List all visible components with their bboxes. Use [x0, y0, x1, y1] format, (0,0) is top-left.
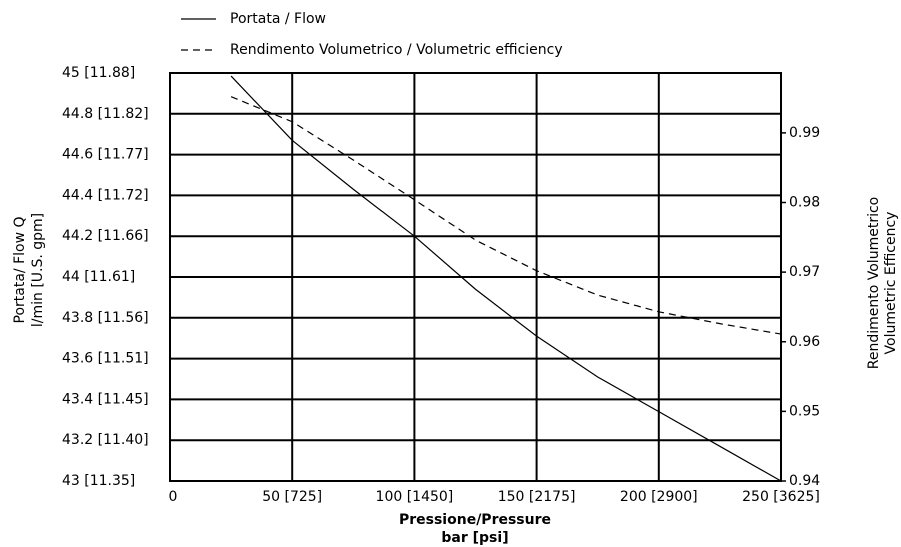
x-axis-label: Pressione/Pressure — [399, 512, 551, 528]
y-tick-label: 43.2 [11.40] — [62, 432, 149, 448]
y2-tick-label: 0.98 — [789, 195, 820, 211]
x-tick-label: 150 [2175] — [498, 489, 576, 505]
plot-frame — [169, 72, 782, 482]
y-tick-label: 44.4 [11.72] — [62, 187, 149, 203]
legend-label: Portata / Flow — [230, 11, 326, 27]
y-tick-label: 43 [11.35] — [62, 473, 135, 489]
x-tick-label: 250 [3625] — [742, 489, 820, 505]
y2-tick-label: 0.99 — [789, 125, 820, 141]
y-tick-label: 44.2 [11.66] — [62, 228, 149, 244]
y-axis-label: Portata/ Flow Q — [12, 217, 28, 324]
y-tick-label: 44 [11.61] — [62, 269, 135, 285]
series-line — [230, 96, 782, 335]
y2-axis-label: Volumetric Efficency — [883, 212, 899, 355]
y-tick-label: 43.6 [11.51] — [62, 351, 149, 367]
x-axis-label: bar [psi] — [441, 530, 508, 546]
x-tick-label: 100 [1450] — [376, 489, 454, 505]
x-tick-label: 0 — [169, 489, 178, 505]
y-axis-label: l/min [U.S. gpm] — [30, 213, 46, 327]
y-tick-label: 45 [11.88] — [62, 65, 135, 81]
y-tick-label: 44.6 [11.77] — [62, 147, 149, 163]
y2-axis-label: Rendimento Volumetrico — [866, 197, 882, 369]
y-tick-label: 43.8 [11.56] — [62, 310, 149, 326]
legend-label: Rendimento Volumetrico / Volumetric effi… — [230, 42, 563, 58]
y-tick-label: 43.4 [11.45] — [62, 391, 149, 407]
y-tick-label: 44.8 [11.82] — [62, 106, 149, 122]
y2-tick-label: 0.94 — [789, 473, 820, 489]
y2-tick-label: 0.95 — [789, 403, 820, 419]
y2-tick-label: 0.96 — [789, 334, 820, 350]
x-tick-label: 50 [725] — [262, 489, 322, 505]
x-tick-label: 200 [2900] — [620, 489, 698, 505]
series-line — [230, 75, 782, 482]
y2-tick-label: 0.97 — [789, 264, 820, 280]
